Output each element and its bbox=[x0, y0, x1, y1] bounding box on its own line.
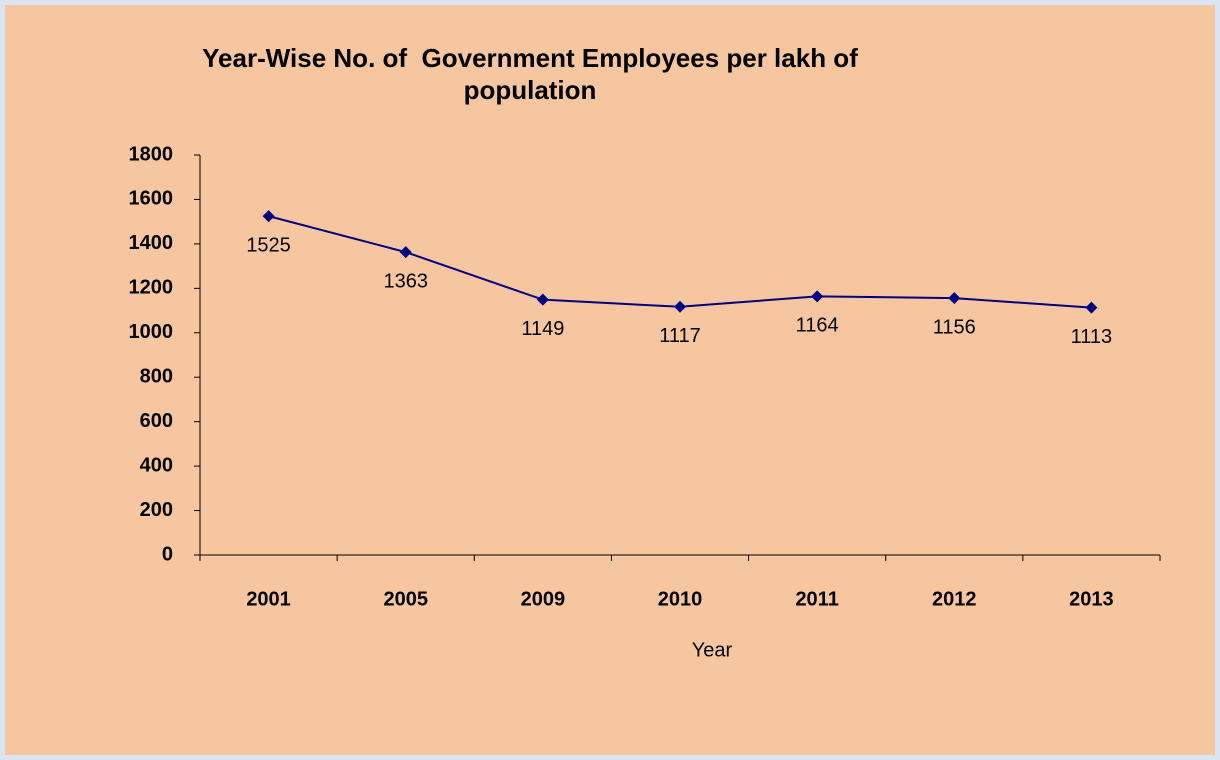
data-label: 1164 bbox=[796, 315, 839, 337]
data-label: 1149 bbox=[521, 318, 564, 340]
y-tick-label: 1600 bbox=[129, 188, 174, 210]
x-tick-label: 2009 bbox=[521, 588, 566, 610]
y-tick-label: 1200 bbox=[129, 277, 174, 299]
y-tick-label: 600 bbox=[140, 410, 173, 432]
x-axis-label: Year bbox=[692, 639, 733, 661]
x-tick-label: 2001 bbox=[246, 588, 291, 610]
data-label: 1363 bbox=[383, 270, 428, 292]
marker bbox=[948, 292, 961, 305]
data-label: 1113 bbox=[1071, 326, 1113, 348]
y-tick-label: 800 bbox=[140, 366, 173, 388]
marker bbox=[811, 290, 824, 303]
x-tick-label: 2012 bbox=[932, 588, 977, 610]
x-tick-label: 2010 bbox=[658, 588, 703, 610]
marker bbox=[399, 246, 412, 259]
marker bbox=[262, 210, 275, 223]
x-tick-label: 2005 bbox=[383, 588, 428, 610]
y-tick-label: 1000 bbox=[129, 321, 174, 343]
y-tick-label: 0 bbox=[162, 543, 173, 565]
y-tick-label: 1800 bbox=[129, 143, 174, 165]
y-tick-label: 200 bbox=[140, 499, 173, 521]
data-label: 1117 bbox=[659, 325, 701, 347]
marker bbox=[536, 293, 549, 306]
chart-title: Year-Wise No. of Government Employees pe… bbox=[202, 43, 866, 105]
y-tick-label: 400 bbox=[140, 454, 173, 476]
data-label: 1525 bbox=[246, 234, 291, 256]
chart-background bbox=[5, 5, 1215, 755]
marker bbox=[674, 300, 686, 313]
data-label: 1156 bbox=[933, 316, 976, 338]
marker bbox=[1085, 301, 1098, 314]
x-tick-label: 2013 bbox=[1069, 588, 1114, 610]
x-tick-label: 2011 bbox=[795, 588, 838, 610]
y-tick-label: 1400 bbox=[129, 232, 174, 254]
